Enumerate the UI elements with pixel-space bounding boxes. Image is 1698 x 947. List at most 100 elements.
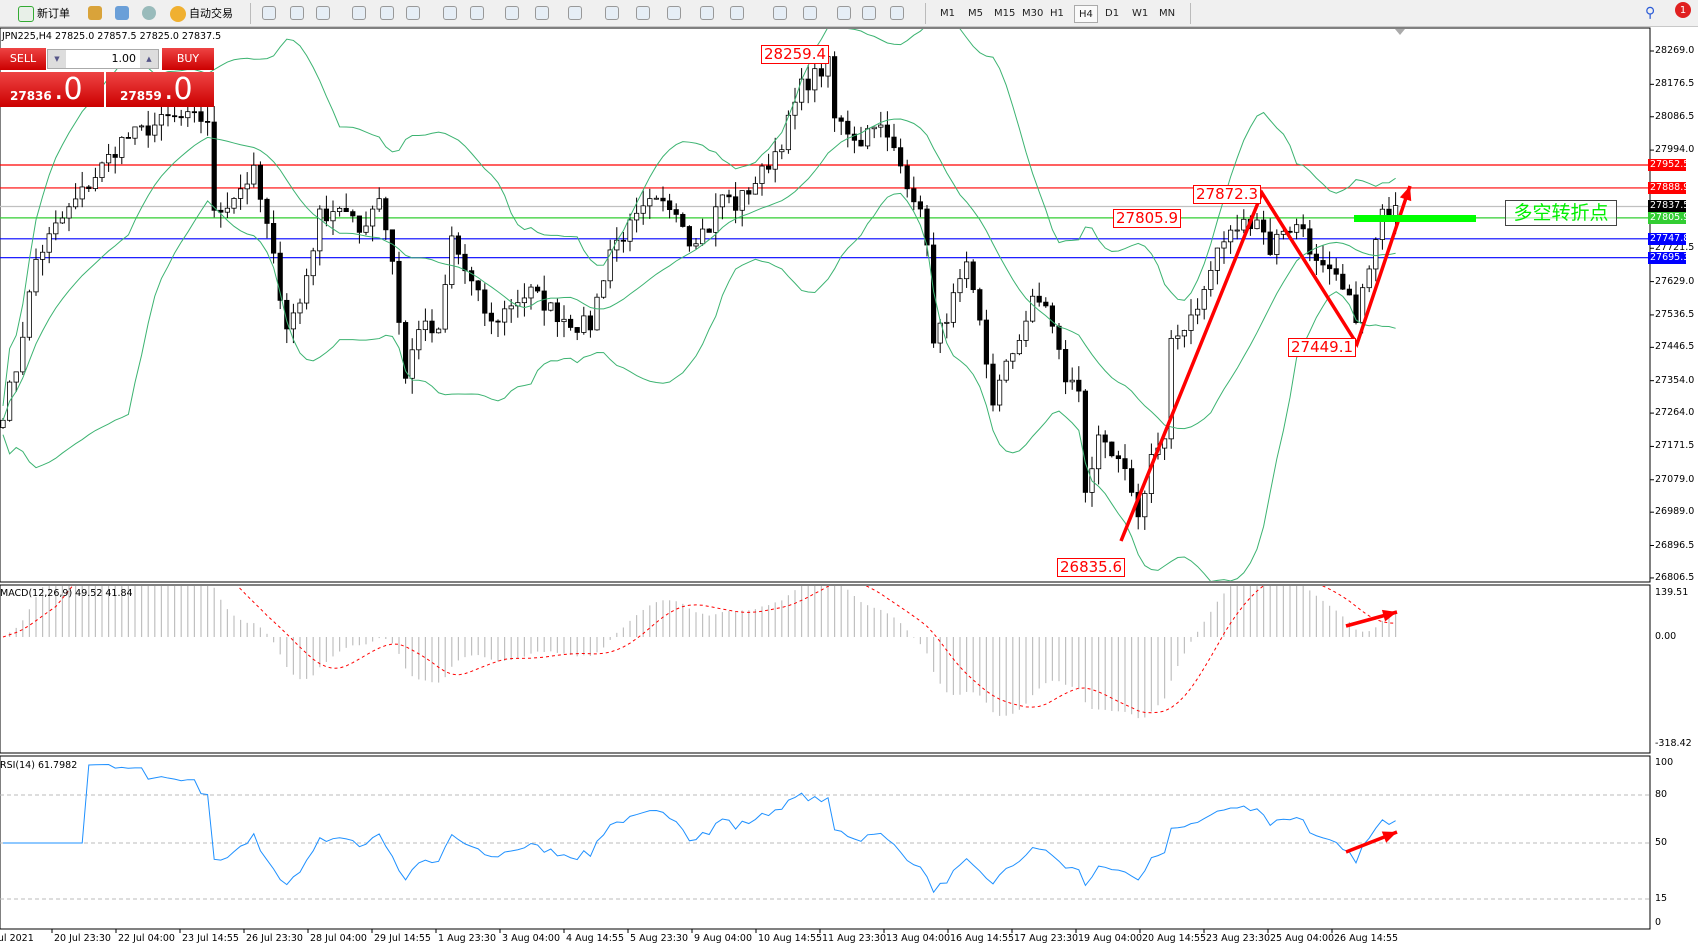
annotation-swing-low[interactable]: 27449.1: [1288, 338, 1357, 357]
bear-candle: [1261, 219, 1267, 233]
line-chart-icon[interactable]: [316, 6, 330, 20]
bull-candle: [601, 280, 607, 298]
timeframe-d1[interactable]: D1: [1105, 8, 1120, 19]
time-axis-label: 17 Aug 23:30: [1014, 933, 1079, 944]
time-axis-label: 9 Aug 04:00: [694, 933, 753, 944]
fibonacci-icon[interactable]: [803, 6, 817, 20]
bear-candle: [587, 315, 594, 331]
notification-badge[interactable]: 1: [1675, 2, 1691, 18]
bear-candle: [990, 363, 996, 406]
bull-candle: [244, 183, 250, 190]
bear-candle: [482, 289, 488, 314]
crosshair-icon[interactable]: [636, 6, 650, 20]
arrows-icon[interactable]: [890, 6, 904, 20]
bar-chart-icon[interactable]: [262, 6, 276, 20]
bull-candle: [865, 128, 871, 147]
cursor-icon[interactable]: [605, 6, 619, 20]
vertical-line-icon[interactable]: [667, 6, 681, 20]
auto-trading-button[interactable]: 自动交易: [170, 4, 233, 23]
market-watch-icon[interactable]: [88, 6, 102, 20]
bull-candle: [1023, 320, 1029, 341]
timeframe-h1[interactable]: H1: [1050, 8, 1064, 19]
bull-candle: [416, 329, 422, 351]
time-axis-label: 28 Jul 04:00: [310, 933, 367, 944]
time-axis-label: 25 Aug 04:00: [1270, 933, 1335, 944]
candlestick-icon[interactable]: [290, 6, 304, 20]
bear-candle: [1056, 325, 1062, 350]
bull-candle: [53, 222, 59, 235]
horizontal-line-icon[interactable]: [700, 6, 714, 20]
signals-icon[interactable]: [142, 6, 156, 20]
timeframe-m30[interactable]: M30: [1022, 8, 1044, 19]
tile-windows-icon[interactable]: [406, 6, 420, 20]
annotation-swing-high[interactable]: 27872.3: [1193, 185, 1262, 204]
bear-candle: [1036, 295, 1042, 303]
trendline-icon[interactable]: [730, 6, 744, 20]
annotation-level[interactable]: 27805.9: [1113, 209, 1182, 228]
turning-point-label[interactable]: 多空转折点: [1505, 200, 1617, 226]
sell-button[interactable]: SELL: [0, 48, 46, 70]
bear-candle: [1353, 294, 1359, 323]
text-icon[interactable]: [837, 6, 851, 20]
toolbar: 新订单 自动交易 M1 M5 M15 M30 H1 H4 D1 W1 MN ⚲ 1: [0, 0, 1698, 27]
time-axis-label: 11 Aug 23:30: [822, 933, 887, 944]
macd-axis-label: 0.00: [1655, 631, 1677, 642]
search-icon[interactable]: ⚲: [1645, 5, 1656, 21]
bull-candle: [231, 198, 237, 209]
autoscroll-icon[interactable]: [443, 6, 457, 20]
timeframe-mn[interactable]: MN: [1159, 8, 1176, 19]
text-label-icon[interactable]: [862, 6, 876, 20]
bull-candle: [1379, 208, 1385, 240]
new-order-button[interactable]: 新订单: [18, 4, 70, 23]
bear-candle: [343, 207, 349, 213]
bull-candle: [317, 208, 323, 252]
indicators-icon[interactable]: [505, 6, 519, 20]
bull-candle: [640, 205, 646, 214]
zoom-in-icon[interactable]: [352, 6, 366, 20]
lot-decrease-button[interactable]: ▼: [48, 50, 66, 68]
timeframe-m1[interactable]: M1: [940, 8, 955, 19]
bull-candle: [297, 302, 303, 314]
rsi-axis-label: 0: [1655, 917, 1662, 928]
bull-candle: [1069, 379, 1075, 383]
lot-size-input[interactable]: ▼ 1.00 ▲: [47, 49, 159, 69]
timeframe-w1[interactable]: W1: [1132, 8, 1149, 19]
data-window-icon[interactable]: [115, 6, 129, 20]
bear-candle: [733, 196, 739, 211]
time-axis-label: 3 Aug 04:00: [502, 933, 561, 944]
lot-increase-button[interactable]: ▲: [140, 50, 158, 68]
templates-icon[interactable]: [568, 6, 582, 20]
bull-candle: [1030, 295, 1036, 322]
buy-price-button[interactable]: 27859 .0: [106, 72, 214, 107]
equidistant-channel-icon[interactable]: [773, 6, 787, 20]
bull-candle: [1168, 338, 1174, 440]
bear-candle: [1063, 349, 1069, 383]
bull-candle: [561, 318, 567, 323]
buy-button[interactable]: BUY: [162, 48, 214, 70]
bear-candle: [284, 299, 290, 330]
time-axis-label: 20 Aug 14:55: [1142, 933, 1207, 944]
price-axis-label: 27264.0: [1655, 407, 1695, 419]
bull-candle: [594, 296, 600, 331]
bollinger-upper: [2, 29, 1396, 406]
bear-candle: [488, 312, 495, 322]
bear-candle: [660, 197, 666, 202]
zoom-out-icon[interactable]: [380, 6, 394, 20]
annotation-low[interactable]: 26835.6: [1057, 558, 1126, 577]
annotation-high[interactable]: 28259.4: [761, 45, 830, 64]
timeframe-m5[interactable]: M5: [968, 8, 983, 19]
bear-candle: [1313, 253, 1319, 261]
price-axis-label: 27079.0: [1655, 473, 1695, 485]
buy-price: 27859: [120, 89, 162, 103]
periods-icon[interactable]: [535, 6, 549, 20]
timeframe-h4[interactable]: H4: [1074, 5, 1098, 23]
bull-candle: [1142, 493, 1148, 518]
sell-price: 27836: [10, 89, 52, 103]
bull-candle: [752, 183, 759, 195]
timeframe-m15[interactable]: M15: [994, 8, 1016, 19]
chart-shift-icon[interactable]: [470, 6, 484, 20]
bear-candle: [541, 290, 547, 311]
sell-price-button[interactable]: 27836 .0: [0, 72, 104, 107]
bull-candle: [33, 258, 39, 293]
